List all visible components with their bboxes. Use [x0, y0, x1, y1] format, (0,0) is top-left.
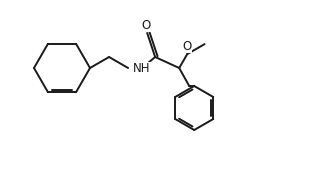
Text: NH: NH	[133, 62, 151, 75]
Text: O: O	[182, 40, 192, 53]
Text: O: O	[142, 19, 151, 32]
